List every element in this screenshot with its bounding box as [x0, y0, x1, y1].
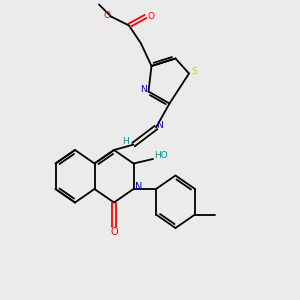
Text: S: S [191, 68, 197, 76]
Text: HO: HO [154, 151, 168, 160]
Text: O: O [110, 227, 118, 237]
Text: O: O [147, 12, 155, 21]
Text: H: H [122, 136, 128, 146]
Text: N: N [156, 121, 163, 130]
Text: N: N [135, 182, 142, 193]
Text: O: O [103, 11, 110, 20]
Text: N: N [140, 85, 146, 94]
